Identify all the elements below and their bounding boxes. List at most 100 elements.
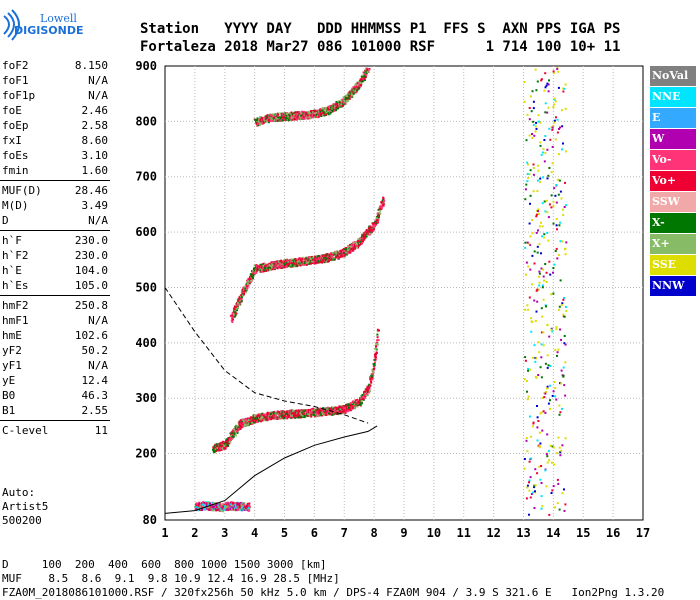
echo-mark — [257, 265, 260, 268]
param-row: foF1p N/A — [0, 88, 110, 103]
interference-mark — [545, 485, 548, 488]
echo-mark — [339, 407, 342, 410]
echo-mark — [332, 251, 334, 254]
interference-mark — [553, 463, 556, 466]
echo-mark — [369, 378, 372, 381]
echo-mark — [362, 237, 364, 240]
echo-mark — [345, 251, 348, 254]
interference-mark — [560, 449, 563, 452]
echo-mark — [370, 373, 373, 376]
echo-mark — [324, 410, 327, 413]
echo-mark — [353, 241, 356, 244]
echo-mark — [239, 299, 242, 302]
echo-mark — [317, 255, 320, 257]
echo-mark — [298, 257, 301, 260]
echo-mark — [244, 287, 247, 290]
echo-mark — [201, 508, 204, 511]
interference-mark — [538, 431, 541, 434]
echo-mark — [226, 442, 229, 444]
interference-mark — [533, 344, 536, 347]
interference-mark — [555, 398, 558, 401]
echo-mark — [259, 265, 262, 268]
echo-mark — [354, 90, 357, 93]
echo-mark — [250, 279, 253, 282]
interference-mark — [537, 114, 540, 117]
echo-mark — [291, 258, 294, 261]
echo-mark — [382, 201, 385, 204]
echo-mark — [223, 445, 226, 448]
param-name: M(D) — [2, 199, 29, 212]
interference-mark — [543, 396, 546, 399]
echo-mark — [287, 413, 290, 416]
interference-mark — [523, 81, 526, 83]
param-row: fmin 1.60 — [0, 163, 110, 178]
echo-mark — [371, 377, 374, 380]
echo-mark — [261, 419, 264, 422]
echo-mark — [275, 415, 277, 417]
echo-mark — [361, 242, 364, 244]
echo-mark — [346, 252, 349, 255]
echo-mark — [303, 263, 306, 266]
interference-mark — [546, 387, 548, 390]
interference-mark — [553, 121, 556, 124]
echo-mark — [359, 85, 362, 88]
echo-mark — [304, 411, 307, 414]
interference-mark — [539, 121, 542, 124]
interference-mark — [536, 251, 539, 254]
echo-mark — [272, 262, 275, 265]
echo-mark — [328, 412, 331, 415]
interference-mark — [553, 119, 556, 122]
echo-mark — [292, 265, 295, 268]
echo-mark — [289, 112, 292, 115]
param-value: 1.60 — [81, 164, 109, 177]
echo-mark — [288, 262, 291, 265]
echo-mark — [267, 269, 270, 272]
interference-mark — [558, 305, 561, 308]
echo-mark — [352, 92, 355, 95]
echo-mark — [215, 503, 218, 506]
echo-mark — [314, 255, 317, 258]
echo-mark — [315, 115, 318, 118]
interference-mark — [554, 395, 557, 398]
interference-mark — [544, 111, 547, 114]
echo-mark — [367, 391, 370, 394]
echo-mark — [271, 268, 274, 271]
echo-mark — [348, 91, 351, 94]
echo-mark — [356, 245, 359, 247]
param-row: hmE 102.6 — [0, 328, 110, 343]
echo-mark — [368, 386, 371, 389]
interference-mark — [556, 502, 559, 505]
topside-profile-extrapolation — [164, 287, 369, 424]
interference-mark — [544, 72, 547, 75]
interference-mark — [555, 247, 558, 250]
interference-mark — [541, 225, 544, 228]
interference-mark — [555, 184, 558, 186]
echo-mark — [252, 421, 255, 424]
interference-mark — [538, 120, 540, 123]
param-value: 8.60 — [81, 134, 109, 147]
interference-mark — [541, 202, 544, 205]
interference-mark — [540, 252, 542, 255]
legend-item: NoVal — [650, 66, 696, 86]
interference-mark — [534, 468, 537, 471]
echo-mark — [354, 241, 357, 244]
x-tick-label: 6 — [311, 526, 318, 540]
echo-mark — [351, 248, 354, 251]
echo-mark — [222, 505, 225, 508]
interference-mark — [542, 275, 545, 278]
echo-mark — [356, 399, 359, 402]
echo-mark — [286, 417, 289, 420]
interference-mark — [528, 134, 531, 137]
echo-mark — [345, 94, 348, 97]
interference-mark — [549, 444, 552, 447]
echo-mark — [362, 233, 365, 236]
echo-mark — [221, 443, 223, 446]
interference-mark — [530, 493, 533, 495]
echo-mark — [306, 259, 309, 262]
echo-mark — [370, 380, 372, 383]
echo-mark — [267, 416, 270, 419]
echo-mark — [376, 339, 379, 342]
interference-mark — [556, 257, 559, 260]
param-value: 12.4 — [81, 374, 109, 387]
polarization-legend: NoVal NNE E W Vo- Vo+ SSW X- X+ SSE NNW — [650, 66, 696, 297]
